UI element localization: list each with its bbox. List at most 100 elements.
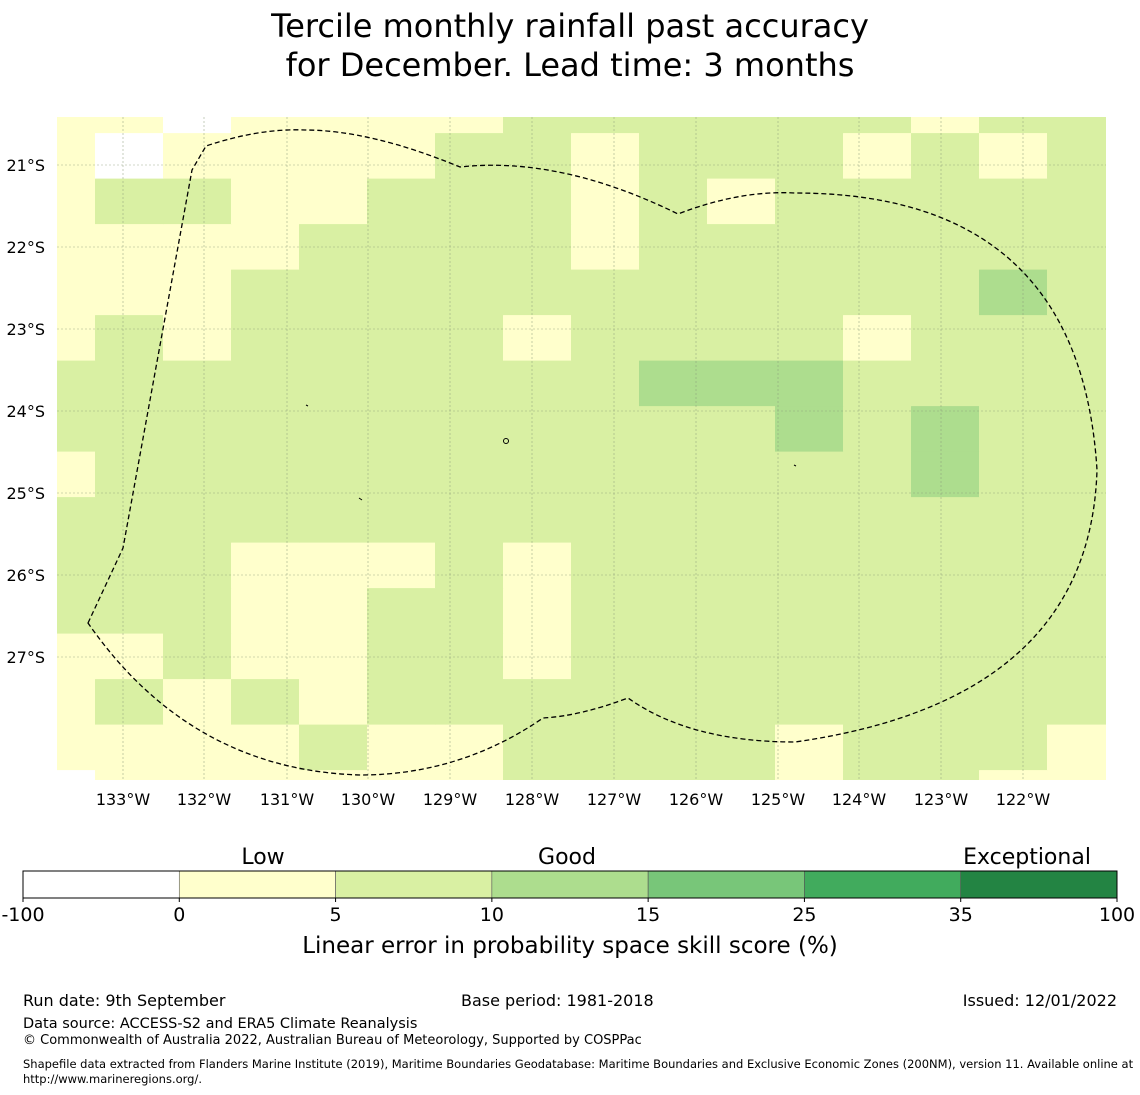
lat-tick-label: 22°S [6,238,45,257]
grid-cell [163,269,232,316]
grid-cell [95,269,164,316]
colorbar-tick-label: 35 [949,904,973,926]
grid-cell [707,542,776,589]
grid-cell [639,360,708,407]
grid-cell [503,405,572,452]
grid-cell [367,724,436,771]
grid-cell [299,314,368,361]
grid-cell [299,360,368,407]
grid-cell [979,178,1048,225]
colorbar-tick-label: 10 [480,904,504,926]
grid-cell [503,542,572,589]
map-title-line1: Tercile monthly rainfall past accuracy [271,7,869,45]
grid-cell [299,178,368,225]
grid-cell [775,314,844,361]
grid-cell [367,269,436,316]
grid-cell [979,678,1048,725]
colorbar-segment [335,870,493,899]
grid-cell [503,724,572,771]
lon-tick-label: 122°W [996,790,1051,809]
grid-cell [57,314,96,361]
grid-cell [231,178,300,225]
grid-cell [57,178,96,225]
grid-cell [299,633,368,680]
colorbar-segment [178,870,336,899]
grid-cell [843,42,912,88]
grid-cell [1047,496,1106,543]
colorbar-segment [491,870,649,899]
grid-cell [639,314,708,361]
longitude-labels: 133°W 132°W 131°W 130°W 129°W 128°W 127°W 126°W… [96,790,1051,809]
grid-cell [57,132,96,179]
grid-cell [911,496,980,543]
grid-cell [367,42,436,88]
grid-cell [843,117,912,134]
grid-cell [639,117,708,134]
grid-cell [367,132,436,179]
grid-cell [707,496,776,543]
grid-cell [299,451,368,498]
grid-cell [435,132,504,179]
grid-cell [843,223,912,270]
grid-cell [639,587,708,634]
grid-cell [163,724,232,771]
grid-cell [639,132,708,179]
grid-cell [1115,224,1140,270]
grid-cell [435,405,504,452]
grid-cell [639,724,708,771]
grid-cell [57,360,96,407]
grid-cell [435,269,504,316]
grid-cell [707,769,776,780]
grid-cell [367,678,436,725]
grid-cell [57,223,96,270]
grid-cell [299,223,368,270]
grid-cell [163,42,232,88]
issued-date: Issued: 12/01/2022 [962,991,1117,1010]
grid-cell [843,451,912,498]
grid-cell [1115,406,1140,452]
grid-cell [571,542,640,589]
grid-cell [1115,451,1140,497]
grid-cell [95,587,164,634]
grid-cell [231,132,300,179]
grid-cell [435,178,504,225]
grid-cell [639,42,708,88]
grid-cell [1047,633,1106,680]
grid-cell [57,117,96,134]
lon-tick-label: 131°W [260,790,315,809]
grid-cell [571,117,640,134]
grid-cell [57,587,96,634]
grid-cell [503,360,572,407]
grid-cell [231,42,300,88]
grid-cell [775,223,844,270]
lat-tick-label: 21°S [6,156,45,175]
shapefile-credit: Shapefile data extracted from Flanders M… [23,1057,1134,1086]
grid-cell [299,496,368,543]
latitude-labels: 21°S 22°S 23°S 24°S 25°S 26°S 27°S [6,156,45,667]
grid-cell [571,633,640,680]
grid-cell [639,769,708,780]
grid-cell [639,269,708,316]
grid-cell [1047,360,1106,407]
grid-cell [503,587,572,634]
grid-cell [571,496,640,543]
grid-cell [435,451,504,498]
grid-cell [95,542,164,589]
grid-cell [95,496,164,543]
grid-cell [231,223,300,270]
grid-cell [1115,360,1140,406]
grid-cell [843,587,912,634]
grid-cell [571,360,640,407]
grid-cell [775,269,844,316]
grid-cell [639,496,708,543]
colorbar: -100 0 5 10 15 25 35 100 [1,870,1135,926]
grid-cell [503,223,572,270]
grid-cell [503,178,572,225]
grid-cell [435,769,504,780]
grid-cell [775,117,844,134]
legend-good-label: Good [538,845,596,870]
grid-cell [1115,269,1140,315]
grid-cell [503,633,572,680]
grid-cell [163,117,232,134]
grid-cell [163,587,232,634]
